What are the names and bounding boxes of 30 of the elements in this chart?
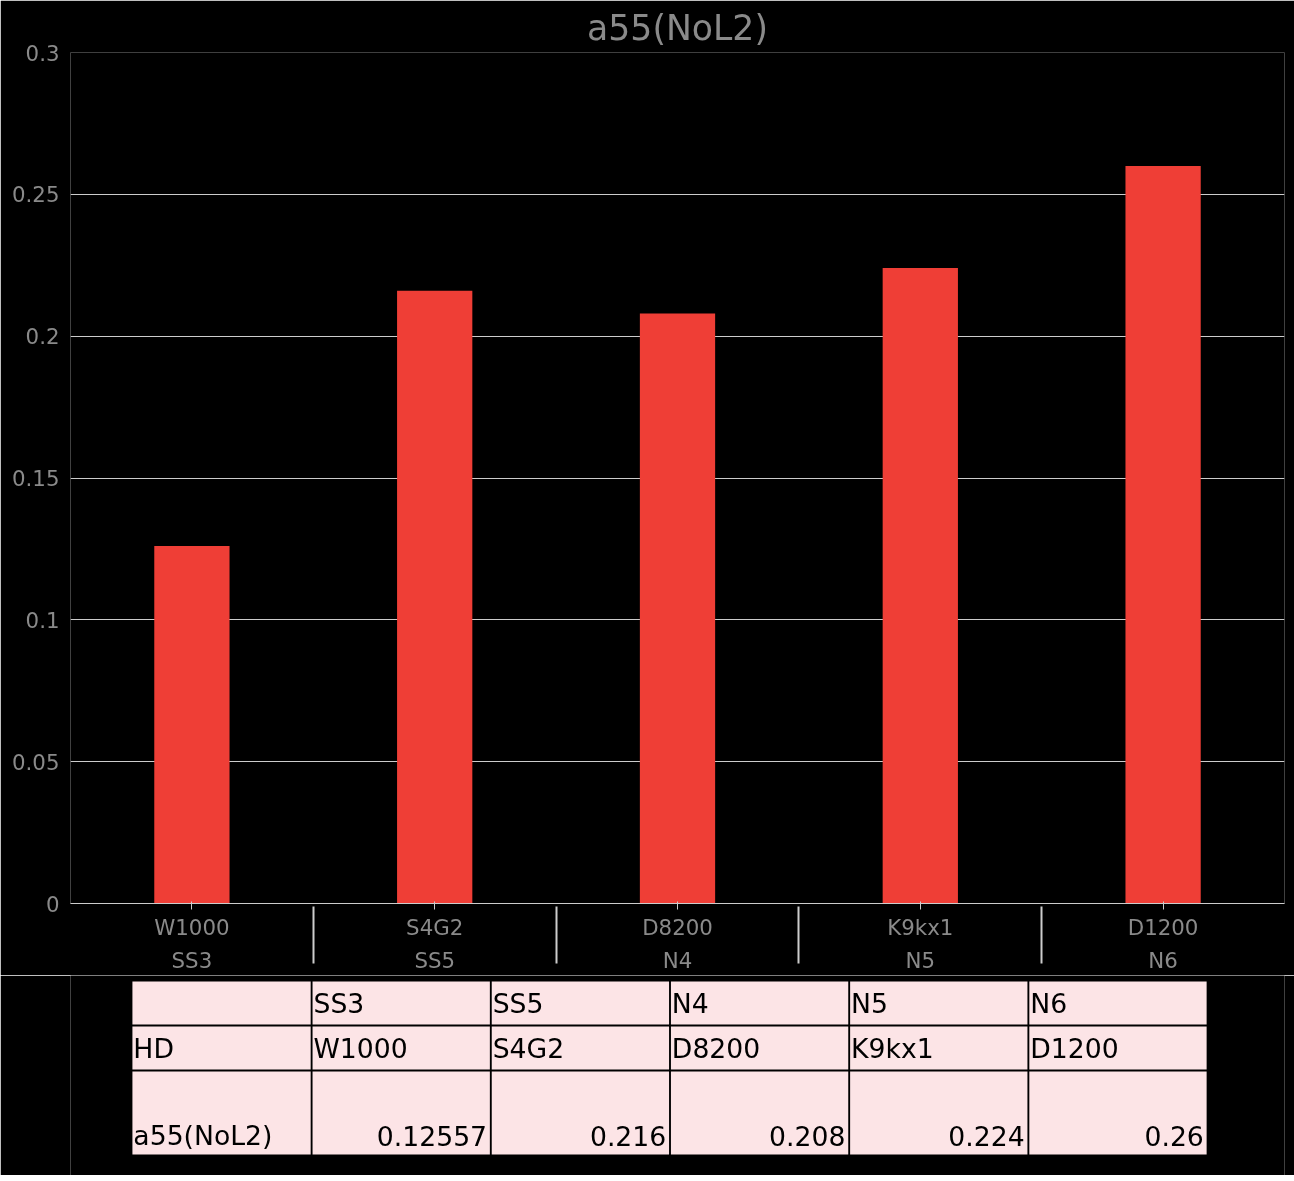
bar [639,313,716,904]
bar [1125,165,1201,904]
text: HD [133,1033,174,1064]
y-tick-label: 0.05 [12,749,60,775]
y-tick-label: 0.1 [25,607,60,633]
data-label: 0.216 [589,1120,667,1152]
y-tick-label: 0.3 [25,40,60,66]
bar [397,290,473,904]
category-label: N4 D8200 [671,988,761,1064]
data-label: 0.26 [1144,1120,1204,1152]
category-label: S4G2 SS5 [406,914,464,973]
category-label: D1200 N6 [1127,914,1199,973]
category-label: K9kx1 N5 [887,914,954,973]
data-label: 0.224 [948,1120,1025,1152]
category-label: N6 D1200 [1030,988,1119,1064]
category-label: D8200 N4 [642,914,713,973]
category-label: SS3 W1000 [313,988,408,1064]
y-tick-label: 0 [45,891,60,917]
chart-title: a55(NoL2) [587,7,768,48]
category-label: W1000 SS3 [154,914,230,973]
y-tick-label: 0.25 [12,182,60,208]
category-label: N5 K9kx1 [851,988,934,1064]
data-label: 0.12557 [376,1120,488,1152]
bar [882,268,958,904]
y-tick-label: 0.15 [12,466,60,491]
category-label: SS5 S4G2 [492,988,565,1064]
series-label: a55(NoL2) [133,1120,273,1151]
y-tick-label: 0.2 [25,324,60,350]
bar [154,546,230,904]
data-label: 0.208 [769,1120,846,1152]
